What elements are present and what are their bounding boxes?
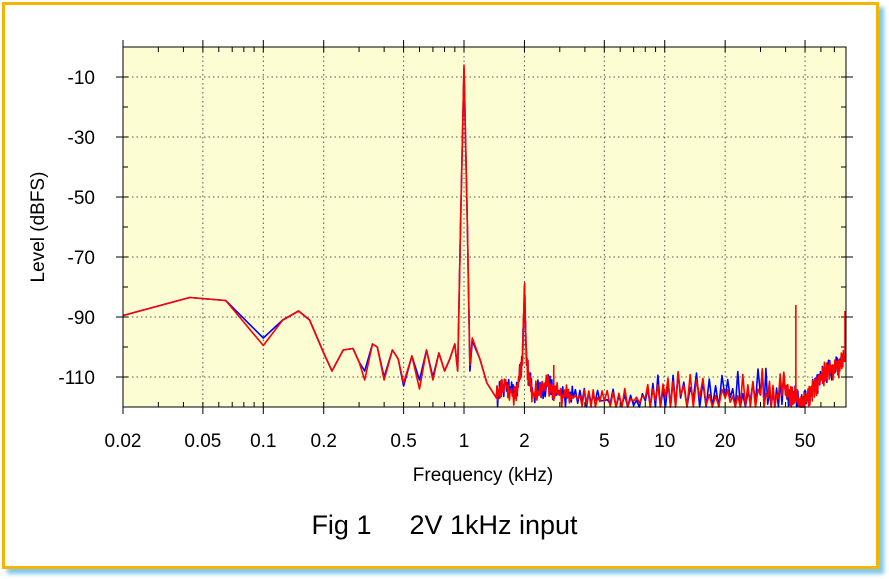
plot-area bbox=[123, 47, 846, 407]
figure-caption: Fig 1 2V 1kHz input bbox=[0, 510, 889, 541]
series-layer bbox=[122, 64, 846, 408]
y-tick-label: -10 bbox=[68, 68, 95, 89]
plot-border bbox=[122, 46, 847, 408]
x-tick-label: 0.5 bbox=[390, 431, 416, 452]
figure-number: Fig 1 bbox=[311, 510, 372, 540]
y-tick-label: -30 bbox=[68, 128, 95, 149]
x-tick-label: 5 bbox=[599, 431, 610, 452]
x-tick-label: 10 bbox=[654, 431, 675, 452]
x-tick-label: 2 bbox=[519, 431, 530, 452]
x-tick-label: 20 bbox=[715, 431, 736, 452]
series-line bbox=[122, 64, 845, 408]
y-tick-labels: -10 -30 -50 -70 -90 -110 bbox=[58, 68, 95, 389]
x-tick-label: 0.2 bbox=[311, 431, 337, 452]
x-tick-label: 0.02 bbox=[105, 431, 142, 452]
y-axis-label: Level (dBFS) bbox=[28, 172, 49, 283]
x-tick-label: 0.05 bbox=[184, 431, 221, 452]
y-tick-label: -90 bbox=[68, 308, 95, 329]
x-axis-label: Frequency (kHz) bbox=[413, 465, 553, 486]
x-tick-label: 50 bbox=[794, 431, 815, 452]
y-tick-label: -70 bbox=[68, 248, 95, 269]
x-tick-labels: 0.02 0.05 0.1 0.2 0.5 1 2 5 10 20 50 bbox=[105, 431, 816, 452]
y-tick-label: -50 bbox=[68, 188, 95, 209]
x-tick-label: 1 bbox=[459, 431, 470, 452]
x-tick-label: 0.1 bbox=[250, 431, 276, 452]
figure-caption-text: 2V 1kHz input bbox=[409, 510, 578, 540]
y-tick-label: -110 bbox=[58, 368, 95, 389]
